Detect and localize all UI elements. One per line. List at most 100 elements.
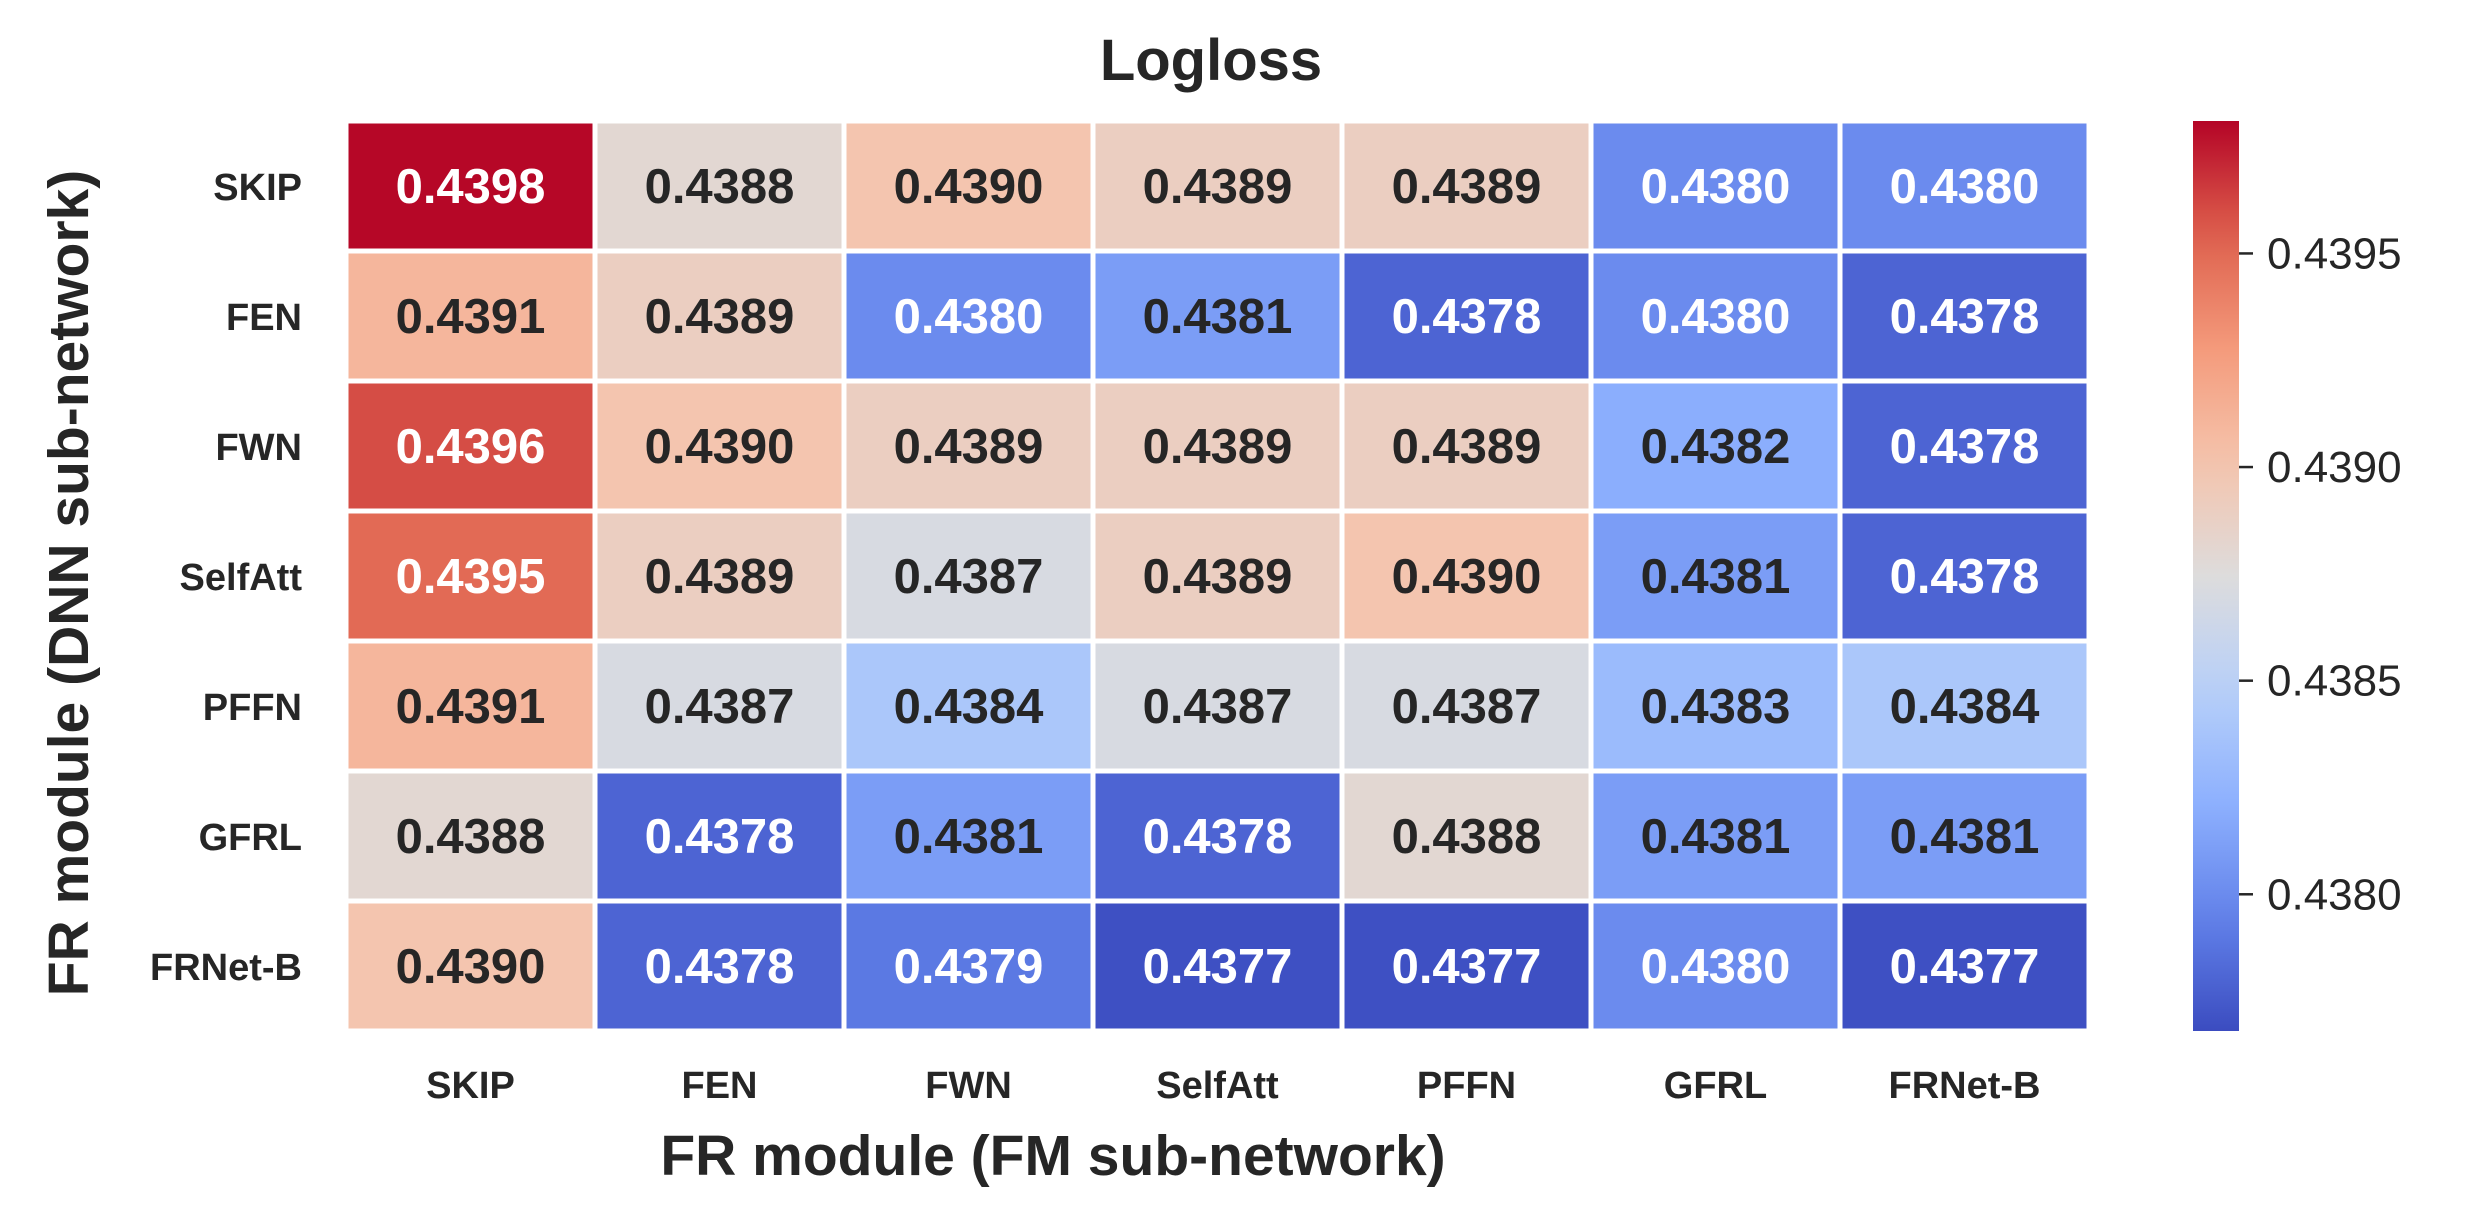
cell-value-label: 0.4390 [645, 420, 795, 474]
cell-value-label: 0.4380 [1641, 940, 1791, 994]
cell-value-label: 0.4381 [1143, 290, 1293, 344]
y-tick-label: GFRL [199, 817, 302, 859]
cell-value-label: 0.4381 [894, 810, 1044, 864]
cell-value-label: 0.4389 [894, 420, 1044, 474]
cell-value-label: 0.4389 [1143, 160, 1293, 214]
cell-value-label: 0.4390 [894, 160, 1044, 214]
heatmap-cell [597, 513, 842, 639]
y-tick-label: SelfAtt [180, 557, 303, 599]
colorbar-tick-label: 0.4395 [2267, 229, 2402, 278]
heatmap-cell [1593, 513, 1838, 639]
cell-value-label: 0.4395 [396, 550, 546, 604]
y-tick-label: FRNet-B [150, 947, 302, 989]
heatmap-cell [348, 123, 593, 249]
cell-value-label: 0.4378 [1392, 290, 1542, 344]
heatmap-cell [1842, 383, 2087, 509]
y-axis-label: FR module (DNN sub-network) [37, 170, 101, 996]
cell-value-label: 0.4384 [894, 680, 1044, 734]
cell-value-label: 0.4389 [1392, 160, 1542, 214]
x-tick-label: FRNet-B [1889, 1065, 2041, 1107]
cell-value-label: 0.4389 [1143, 420, 1293, 474]
heatmap-cell [1842, 643, 2087, 769]
cell-value-label: 0.4381 [1641, 810, 1791, 864]
x-tick-label: GFRL [1664, 1065, 1767, 1107]
heatmap-cell [1842, 513, 2087, 639]
heatmap-cell [1842, 903, 2087, 1029]
heatmap-cell [1842, 123, 2087, 249]
x-axis-label: FR module (FM sub-network) [660, 1124, 1445, 1188]
heatmap-cell [597, 253, 842, 379]
heatmap-cell [1095, 643, 1340, 769]
heatmap-cell [846, 903, 1091, 1029]
cell-value-label: 0.4389 [645, 550, 795, 604]
cell-value-label: 0.4383 [1641, 680, 1791, 734]
heatmap-cell [348, 773, 593, 899]
heatmap-cells: 0.4398 0.4388 0.4390 0.4389 0.4389 0.4380 0.43… [348, 123, 2087, 1029]
heatmap-cell [1344, 773, 1589, 899]
heatmap-cell [597, 643, 842, 769]
x-tick-labels: SKIP FEN FWN SelfAtt PFFN GFRL FRNet-B [426, 1065, 2040, 1107]
heatmap-cell [1593, 383, 1838, 509]
heatmap-cell [846, 123, 1091, 249]
cell-value-label: 0.4378 [1890, 290, 2040, 344]
colorbar-tick-label: 0.4390 [2267, 443, 2402, 492]
heatmap-cell [846, 773, 1091, 899]
cell-value-label: 0.4384 [1890, 680, 2040, 734]
y-tick-label: FWN [215, 427, 302, 469]
cell-value-label: 0.4389 [1392, 420, 1542, 474]
heatmap-cell [348, 903, 593, 1029]
heatmap-cell [1095, 123, 1340, 249]
cell-value-label: 0.4398 [396, 160, 546, 214]
cell-value-label: 0.4387 [1143, 680, 1293, 734]
colorbar: 0.4380 0.4385 0.4390 0.4395 [2193, 121, 2402, 1031]
heatmap-cell [1344, 253, 1589, 379]
x-tick-label: FWN [925, 1065, 1012, 1107]
cell-value-label: 0.4380 [1641, 160, 1791, 214]
heatmap-cell [1344, 643, 1589, 769]
heatmap-cell [1842, 253, 2087, 379]
cell-value-label: 0.4387 [1392, 680, 1542, 734]
colorbar-tick-label: 0.4385 [2267, 657, 2402, 706]
heatmap-cell [1344, 123, 1589, 249]
heatmap-cell [846, 383, 1091, 509]
cell-value-label: 0.4380 [1641, 290, 1791, 344]
heatmap-cell [1842, 773, 2087, 899]
x-tick-label: FEN [682, 1065, 758, 1107]
heatmap-cell [1593, 123, 1838, 249]
cell-value-label: 0.4377 [1392, 940, 1542, 994]
cell-value-label: 0.4377 [1890, 940, 2040, 994]
cell-value-label: 0.4380 [1890, 160, 2040, 214]
cell-value-label: 0.4377 [1143, 940, 1293, 994]
y-tick-label: SKIP [213, 167, 302, 209]
heatmap-cell [1593, 643, 1838, 769]
cell-value-label: 0.4388 [396, 810, 546, 864]
heatmap-cell [348, 253, 593, 379]
heatmap-cell [1593, 253, 1838, 379]
colorbar-gradient [2193, 121, 2239, 1031]
heatmap-cell [846, 643, 1091, 769]
heatmap-cell [1095, 513, 1340, 639]
heatmap-cell [846, 513, 1091, 639]
colorbar-tick-label: 0.4380 [2267, 870, 2402, 919]
heatmap-cell [1344, 903, 1589, 1029]
heatmap-cell [1344, 383, 1589, 509]
y-tick-label: PFFN [203, 687, 302, 729]
cell-value-label: 0.4382 [1641, 420, 1791, 474]
heatmap-cell [597, 903, 842, 1029]
heatmap-cell [597, 123, 842, 249]
heatmap-cell [846, 253, 1091, 379]
cell-value-label: 0.4387 [894, 550, 1044, 604]
x-tick-label: PFFN [1417, 1065, 1516, 1107]
cell-value-label: 0.4388 [645, 160, 795, 214]
chart-title: Logloss [1100, 28, 1322, 93]
heatmap-cell [597, 383, 842, 509]
y-tick-labels: SKIP FEN FWN SelfAtt PFFN GFRL FRNet-B [150, 167, 302, 989]
heatmap-cell [1095, 383, 1340, 509]
cell-value-label: 0.4396 [396, 420, 546, 474]
cell-value-label: 0.4381 [1641, 550, 1791, 604]
cell-value-label: 0.4387 [645, 680, 795, 734]
cell-value-label: 0.4389 [645, 290, 795, 344]
heatmap-cell [348, 513, 593, 639]
cell-value-label: 0.4381 [1890, 810, 2040, 864]
heatmap-cell [1593, 773, 1838, 899]
